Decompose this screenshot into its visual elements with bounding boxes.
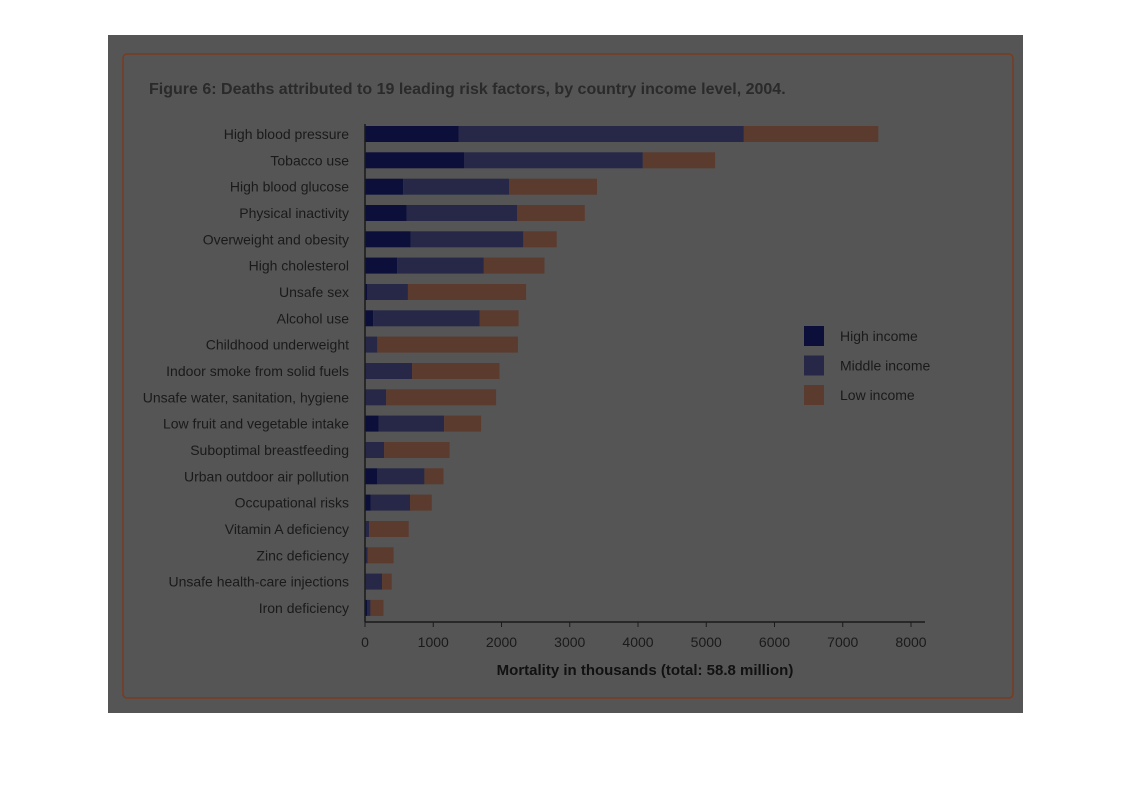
bar-segment bbox=[424, 468, 444, 485]
bar-segment bbox=[365, 336, 378, 353]
category-label: Unsafe health-care injections bbox=[168, 574, 349, 590]
bar-segment bbox=[642, 152, 716, 169]
bar-segment bbox=[479, 310, 519, 327]
bar-segment bbox=[412, 363, 500, 379]
bar-segment bbox=[365, 415, 379, 432]
bar-segment bbox=[384, 442, 450, 458]
bar-segment bbox=[523, 231, 557, 248]
bar-segment bbox=[365, 178, 404, 195]
legend: High income Middle income Low income bbox=[804, 326, 930, 405]
legend-swatch bbox=[804, 326, 824, 346]
chart-background bbox=[108, 35, 1023, 713]
bar-segment bbox=[444, 415, 482, 432]
bar-segment bbox=[382, 573, 392, 590]
category-label: Alcohol use bbox=[277, 310, 350, 326]
bar-segment bbox=[377, 336, 518, 353]
bar-segment bbox=[408, 284, 527, 300]
chart-title: Figure 6: Deaths attributed to 19 leadin… bbox=[149, 81, 786, 98]
bar-segment bbox=[365, 442, 385, 458]
category-label: Low fruit and vegetable intake bbox=[163, 416, 349, 432]
bar-segment bbox=[377, 468, 425, 485]
bar-segment bbox=[365, 547, 368, 564]
bar-segment bbox=[397, 257, 484, 274]
bar-segment bbox=[367, 599, 371, 616]
bar-segment bbox=[373, 310, 480, 327]
bar-segment bbox=[365, 257, 398, 274]
bar-segment bbox=[365, 573, 383, 590]
bar-segment bbox=[367, 547, 394, 564]
category-label: Physical inactivity bbox=[239, 205, 349, 221]
bar-segment bbox=[410, 231, 524, 248]
category-label: Tobacco use bbox=[270, 152, 349, 168]
bar-segment bbox=[458, 126, 744, 142]
bar-segment bbox=[365, 152, 464, 169]
chart-frame bbox=[122, 53, 1014, 699]
bar-segment bbox=[365, 468, 378, 485]
bar-segment bbox=[483, 257, 545, 274]
legend-label: High income bbox=[840, 328, 918, 344]
bar-segment bbox=[370, 494, 411, 511]
bar-segment bbox=[464, 152, 643, 169]
bar-segment bbox=[386, 389, 497, 406]
bar-segment bbox=[365, 599, 367, 616]
bar-segment bbox=[403, 178, 509, 195]
bar-segment bbox=[517, 205, 585, 221]
x-tick-label: 5000 bbox=[691, 634, 722, 650]
x-tick-label: 4000 bbox=[622, 634, 653, 650]
bar-segment bbox=[365, 521, 370, 537]
category-label: Childhood underweight bbox=[206, 337, 349, 353]
bar-segment bbox=[369, 521, 409, 537]
bar-segment bbox=[743, 126, 879, 142]
bar-segment bbox=[365, 389, 387, 406]
category-label: High cholesterol bbox=[249, 258, 349, 274]
bar-segment bbox=[367, 284, 408, 300]
bars bbox=[365, 126, 879, 616]
x-tick-label: 3000 bbox=[554, 634, 585, 650]
legend-swatch bbox=[804, 355, 824, 376]
bar-segment bbox=[365, 205, 407, 221]
bar-segment bbox=[365, 310, 374, 327]
bar-segment bbox=[370, 599, 384, 616]
category-labels: High blood pressure Tobacco use High blood… bbox=[143, 126, 349, 616]
category-label: Overweight and obesity bbox=[203, 231, 349, 247]
category-label: Unsafe sex bbox=[279, 284, 349, 300]
bar-segment bbox=[365, 284, 367, 300]
category-label: Urban outdoor air pollution bbox=[184, 468, 349, 484]
bar-segment bbox=[365, 231, 411, 248]
legend-label: Middle income bbox=[840, 358, 930, 374]
category-label: Unsafe water, sanitation, hygiene bbox=[143, 389, 349, 405]
x-tick-label: 2000 bbox=[486, 634, 517, 650]
category-label: High blood pressure bbox=[224, 126, 350, 142]
bar-segment bbox=[509, 178, 597, 195]
bar-segment bbox=[406, 205, 518, 221]
bar-segment bbox=[365, 363, 413, 379]
bar-segment bbox=[365, 494, 371, 511]
bar-segment bbox=[365, 126, 459, 142]
category-label: Iron deficiency bbox=[259, 600, 349, 616]
legend-label: Low income bbox=[840, 387, 915, 403]
category-label: High blood glucose bbox=[230, 179, 349, 195]
x-tick-label: 8000 bbox=[895, 634, 926, 650]
category-label: Occupational risks bbox=[235, 495, 349, 511]
x-tick-label: 1000 bbox=[418, 634, 449, 650]
category-label: Vitamin A deficiency bbox=[225, 521, 349, 537]
bar-segment bbox=[410, 494, 432, 511]
category-label: Indoor smoke from solid fuels bbox=[166, 363, 349, 379]
bar-segment bbox=[378, 415, 445, 432]
category-label: Suboptimal breastfeeding bbox=[190, 442, 349, 458]
x-axis-label: Mortality in thousands (total: 58.8 mill… bbox=[497, 662, 794, 679]
x-ticks: 0 1000 2000 3000 4000 5000 6000 7000 8000 bbox=[361, 622, 927, 650]
x-tick-label: 6000 bbox=[759, 634, 790, 650]
category-label: Zinc deficiency bbox=[256, 547, 349, 563]
x-tick-label: 0 bbox=[361, 634, 369, 650]
legend-swatch bbox=[804, 385, 824, 405]
x-tick-label: 7000 bbox=[827, 634, 858, 650]
